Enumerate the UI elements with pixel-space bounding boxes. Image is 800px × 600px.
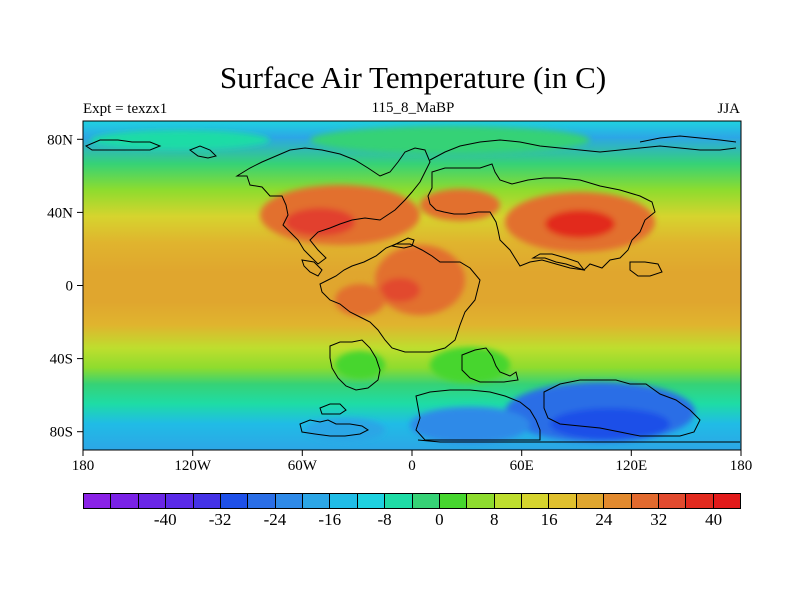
axis-ticks xyxy=(77,138,742,456)
colorbar xyxy=(83,493,741,509)
colorbar-label: -24 xyxy=(263,510,287,529)
colorbar-label: 16 xyxy=(540,510,558,529)
colorbar-swatch xyxy=(303,494,331,508)
colorbar-swatch xyxy=(467,494,495,508)
landmass-south-america xyxy=(329,339,381,391)
colorbar-swatch xyxy=(549,494,577,508)
colorbar-swatch xyxy=(166,494,194,508)
x-tick-label: 60E xyxy=(510,458,534,474)
colorbar-label: 24 xyxy=(595,510,613,529)
x-tick-label: 120W xyxy=(174,458,212,474)
colorbar-swatch xyxy=(275,494,303,508)
x-tick-label: 180 xyxy=(730,458,753,474)
y-tick-label: 40N xyxy=(47,206,73,222)
arctic-island-2 xyxy=(639,135,737,143)
colorbar-label: -32 xyxy=(208,510,232,529)
y-tick-label: 80N xyxy=(47,133,73,149)
colorbar-swatch xyxy=(412,494,440,508)
colorbar-label: 40 xyxy=(705,510,723,529)
landmass-southeast-asia xyxy=(531,253,586,271)
colorbar-swatch xyxy=(494,494,522,508)
colorbar-labels: -40 -32 -24 -16 -8 0 8 16 24 32 40 xyxy=(83,510,741,530)
colorbar-swatch xyxy=(111,494,139,508)
colorbar-swatch xyxy=(193,494,221,508)
colorbar-label: -16 xyxy=(318,510,342,529)
x-tick-label: 60W xyxy=(288,458,318,474)
season-label: JJA xyxy=(717,101,740,117)
colorbar-swatch xyxy=(138,494,167,508)
colorbar-label: -8 xyxy=(377,510,392,529)
colorbar-swatch xyxy=(330,494,358,508)
continent-north-america xyxy=(235,147,431,265)
colorbar-swatch xyxy=(604,494,632,508)
map-plot: 180 120W 60W 0 60E 120E 180 80N 40N 0 40… xyxy=(47,120,753,474)
experiment-label: Expt = texzx1 xyxy=(83,101,168,117)
colorbar-swatch xyxy=(220,494,249,508)
map-title: Surface Air Temperature (in C) xyxy=(219,60,607,95)
colorbar-label: 8 xyxy=(490,510,499,529)
continent-eurasia xyxy=(427,163,656,271)
y-tick-label: 80S xyxy=(50,425,73,441)
colorbar-label: -40 xyxy=(153,510,177,529)
colorbar-swatch xyxy=(84,494,112,508)
colorbar-label: 32 xyxy=(650,510,668,529)
period-label: 115_8_MaBP xyxy=(371,100,455,116)
coastlines xyxy=(84,135,740,443)
colorbar-swatch xyxy=(357,494,386,508)
colorbar-swatch xyxy=(658,494,687,508)
colorbar-swatch xyxy=(439,494,468,508)
colorbar-swatch xyxy=(385,494,413,508)
continent-eurasia-north xyxy=(429,139,737,161)
x-axis-labels: 180 120W 60W 0 60E 120E 180 xyxy=(72,458,753,474)
landmass-japan xyxy=(629,261,663,277)
x-tick-label: 0 xyxy=(408,458,416,474)
arctic-island-1 xyxy=(84,139,162,151)
colorbar-swatch xyxy=(576,494,605,508)
landmass-antarctica-east xyxy=(415,389,541,441)
colorbar-swatch xyxy=(631,494,659,508)
landmass-australia-region xyxy=(543,379,701,437)
landmass-greenland xyxy=(188,145,217,159)
x-tick-label: 120E xyxy=(615,458,647,474)
landmass-madagascar xyxy=(461,347,519,383)
antarctic-coastline xyxy=(417,439,740,443)
landmass-antarctica-west xyxy=(299,419,369,437)
colorbar-swatch xyxy=(713,494,740,508)
y-tick-label: 40S xyxy=(50,352,73,368)
colorbar-swatch xyxy=(248,494,276,508)
colorbar-swatch xyxy=(686,494,714,508)
colorbar-label: 0 xyxy=(435,510,444,529)
y-axis-labels: 80N 40N 0 40S 80S xyxy=(47,133,73,441)
central-america xyxy=(301,259,323,277)
colorbar-swatch xyxy=(522,494,550,508)
mediterranean-coast xyxy=(390,237,415,249)
x-tick-label: 180 xyxy=(72,458,95,474)
y-tick-label: 0 xyxy=(66,279,74,295)
continent-africa xyxy=(319,243,481,353)
island-southwest xyxy=(319,403,347,415)
temperature-field-overlays xyxy=(90,126,695,443)
